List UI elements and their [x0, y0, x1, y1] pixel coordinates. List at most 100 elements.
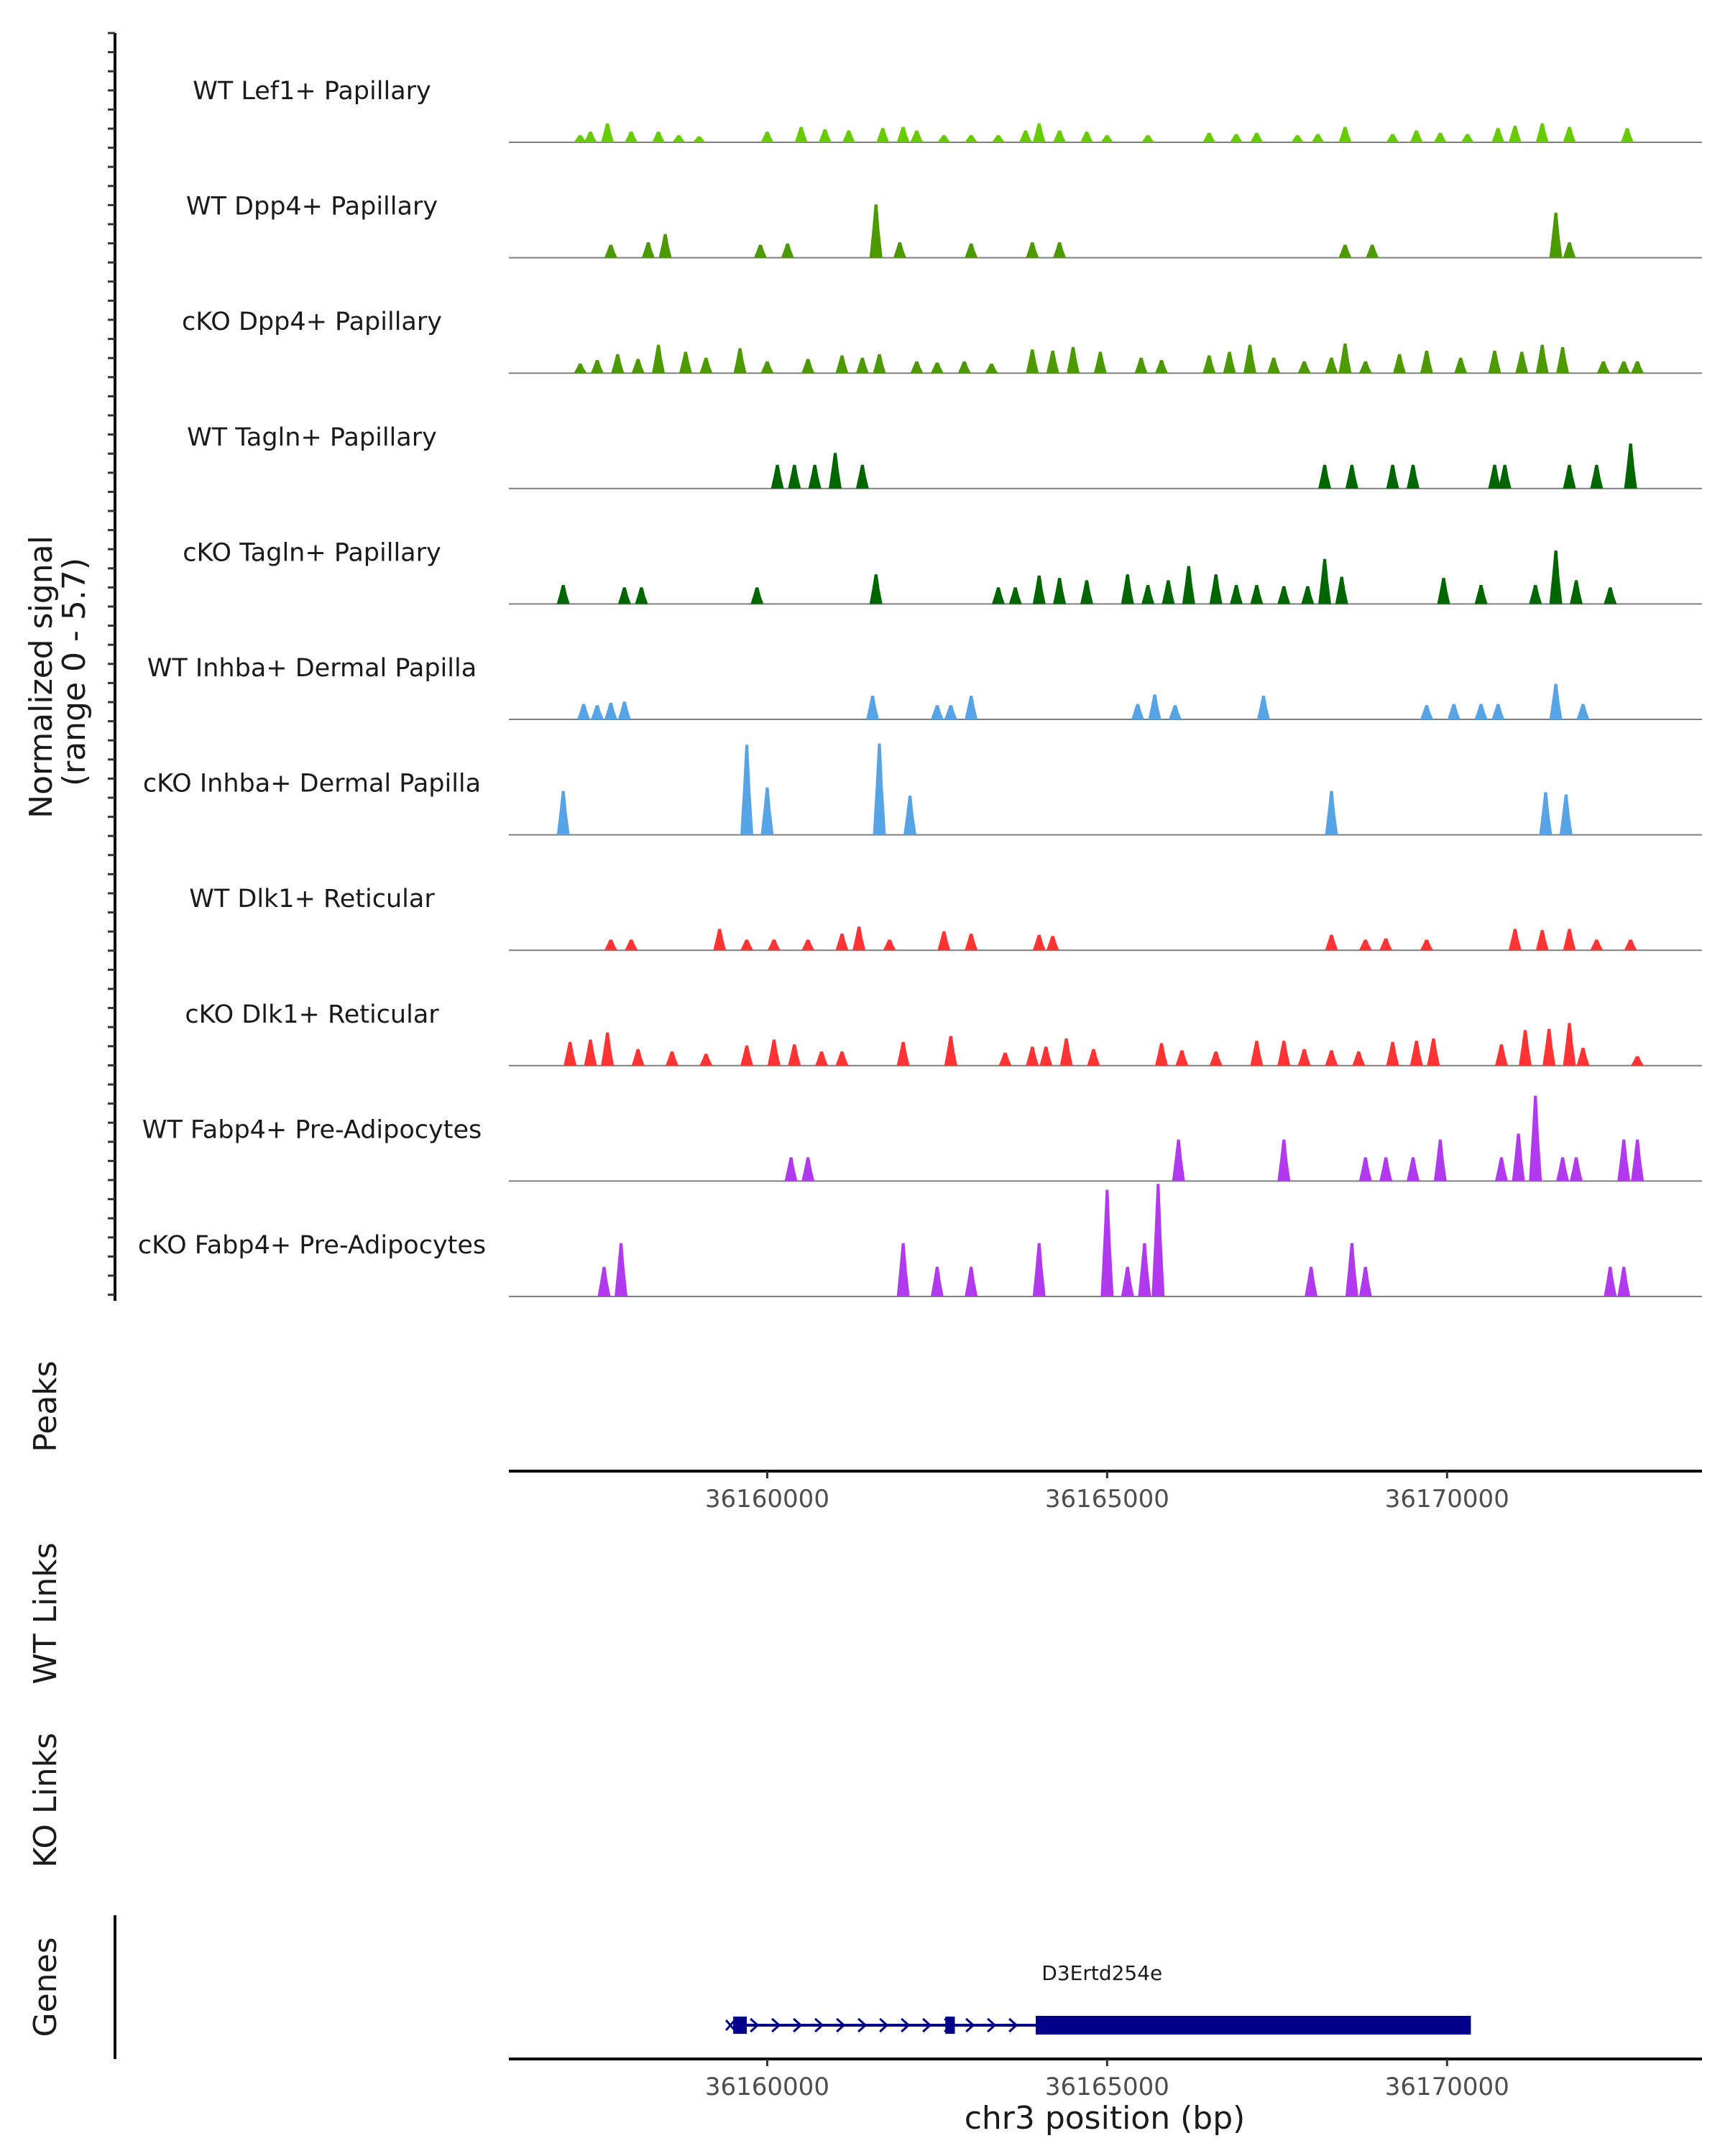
signal-peak — [852, 926, 866, 951]
coverage-y-axis-ticks — [108, 32, 115, 1296]
signal-peak — [930, 362, 944, 374]
signal-peak — [1460, 134, 1474, 142]
strand-chevron — [771, 2017, 781, 2033]
signal-peak — [1039, 1046, 1053, 1066]
track-label: WT Dpp4+ Papillary — [186, 193, 438, 221]
signal-peak — [1624, 939, 1637, 951]
signal-peak — [992, 587, 1006, 604]
signal-peak — [1291, 135, 1305, 142]
signal-peak — [1420, 939, 1433, 951]
signal-peak — [672, 135, 686, 142]
signal-peak — [1631, 1139, 1644, 1181]
signal-peak — [1576, 1048, 1590, 1066]
signal-peak — [1305, 1266, 1318, 1296]
signal-peak — [1386, 464, 1399, 489]
signal-peak — [1358, 1157, 1372, 1181]
peaks-x-axis-ticks: 36160000 36165000 36170000 — [705, 1471, 1509, 1514]
signal-peak — [678, 351, 692, 374]
signal-peak — [1080, 580, 1093, 604]
signal-peak — [1338, 343, 1352, 374]
signal-peak — [617, 587, 631, 604]
signal-peak — [1318, 464, 1332, 489]
signal-peak — [1121, 1266, 1134, 1296]
signal-peak — [1617, 361, 1631, 374]
peaks-panel-label: Peaks — [27, 1360, 64, 1452]
signal-peak — [1301, 586, 1315, 604]
signal-peak — [767, 1039, 781, 1066]
signal-peak — [631, 359, 645, 374]
signal-peak — [965, 135, 978, 142]
signal-peak — [641, 242, 655, 258]
signal-peak — [1427, 1038, 1440, 1066]
signal-peak — [1488, 350, 1501, 374]
signal-peak — [1494, 1044, 1508, 1066]
signal-peak — [835, 355, 849, 374]
signal-peak — [760, 361, 774, 374]
signal-peak — [658, 234, 672, 258]
signal-peak — [1620, 128, 1634, 142]
signal-peak — [601, 123, 615, 142]
signal-peak — [965, 1266, 978, 1296]
signal-peak — [1026, 242, 1039, 258]
signal-peak — [1420, 705, 1433, 719]
signal-peak — [1508, 125, 1522, 142]
signal-peak — [910, 361, 924, 374]
track-8: cKO Dlk1+ Reticular — [185, 1000, 1702, 1067]
signal-peak — [1407, 464, 1420, 489]
signal-peak — [1338, 126, 1352, 142]
track-5: WT Inhba+ Dermal Papilla — [147, 654, 1702, 720]
signal-peak — [1498, 464, 1512, 489]
signal-peak — [1335, 576, 1348, 604]
signal-peak — [1100, 135, 1114, 142]
x-tick-label: 36165000 — [1045, 2073, 1169, 2101]
signal-peak — [556, 791, 570, 835]
signal-peak — [699, 1054, 713, 1066]
signal-peak — [835, 1051, 849, 1066]
signal-peak — [556, 585, 570, 604]
track-3: WT Tagln+ Papillary — [187, 423, 1702, 489]
coverage-tracks: WT Lef1+ Papillary WT Dpp4+ Papillary cKO … — [138, 77, 1702, 1297]
signal-peak — [1168, 705, 1182, 719]
signal-peak — [965, 243, 978, 258]
signal-peak — [625, 132, 638, 142]
signal-peak — [1556, 346, 1570, 374]
signal-peak — [1563, 126, 1576, 142]
signal-peak — [740, 745, 754, 835]
coverage-y-axis-title: Normalized signal (range 0 - 5.7) — [23, 525, 93, 819]
signal-peak — [584, 132, 597, 142]
signal-peak — [1508, 929, 1522, 951]
signal-peak — [1617, 1266, 1631, 1296]
signal-peak — [1474, 704, 1488, 719]
signal-peak — [1223, 351, 1236, 374]
signal-peak — [604, 244, 617, 258]
x-tick-label: 36160000 — [705, 2073, 829, 2101]
signal-peak — [617, 701, 631, 719]
signal-peak — [1549, 212, 1563, 258]
signal-peak — [1576, 704, 1590, 719]
signal-peak — [1032, 934, 1046, 951]
track-7: WT Dlk1+ Reticular — [189, 885, 1702, 952]
signal-peak — [750, 587, 764, 604]
signal-peak — [1358, 939, 1372, 951]
signal-peak — [1325, 791, 1338, 835]
signal-peak — [1535, 344, 1549, 374]
signal-peak — [1519, 1030, 1532, 1066]
signal-peak — [788, 1044, 801, 1066]
genes-panel-label: Genes — [27, 1937, 64, 2037]
signal-peak — [1141, 585, 1155, 604]
signal-peak — [1338, 244, 1352, 258]
signal-peak — [1512, 1133, 1525, 1181]
track-label: cKO Dlk1+ Reticular — [185, 1000, 439, 1029]
signal-peak — [1529, 585, 1542, 604]
signal-peak — [1352, 1051, 1366, 1066]
track-1: WT Dpp4+ Papillary — [186, 193, 1702, 259]
signal-peak — [1494, 1157, 1508, 1181]
strand-chevron — [857, 2017, 868, 2033]
signal-peak — [1172, 1139, 1185, 1181]
signal-peak — [1563, 242, 1576, 258]
signal-peak — [937, 135, 951, 142]
signal-peak — [1345, 1243, 1358, 1296]
signal-peak — [1250, 1041, 1264, 1066]
signal-peak — [652, 344, 666, 374]
